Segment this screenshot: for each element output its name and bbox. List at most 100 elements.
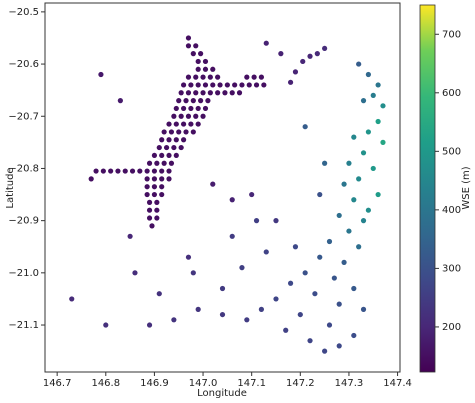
- point: [198, 97, 204, 104]
- point: [193, 74, 199, 80]
- point: [380, 103, 386, 109]
- point: [108, 168, 114, 174]
- point: [171, 144, 177, 151]
- point: [380, 139, 386, 145]
- point: [307, 53, 313, 59]
- point: [183, 97, 189, 104]
- point: [144, 168, 150, 174]
- point: [180, 121, 187, 127]
- point: [360, 97, 367, 104]
- point: [202, 105, 209, 112]
- point: [154, 207, 160, 213]
- colorbar-tick-label: 600: [442, 88, 461, 99]
- point: [166, 168, 172, 174]
- point: [117, 97, 123, 104]
- point: [253, 218, 260, 224]
- point: [312, 291, 318, 297]
- point: [261, 82, 267, 88]
- point: [336, 212, 342, 219]
- point: [173, 105, 179, 112]
- point: [322, 348, 328, 354]
- colorbar: [419, 4, 436, 373]
- point: [185, 113, 192, 119]
- point: [69, 296, 75, 302]
- point: [224, 82, 230, 88]
- point: [300, 58, 306, 65]
- point: [278, 51, 284, 57]
- colorbar-tick-label: 700: [442, 29, 461, 40]
- point: [370, 165, 376, 172]
- point: [375, 118, 381, 125]
- point: [314, 51, 320, 57]
- point: [146, 207, 153, 213]
- point: [173, 121, 179, 127]
- point: [215, 90, 221, 96]
- point: [151, 191, 158, 198]
- point: [205, 97, 211, 104]
- point: [229, 197, 235, 203]
- point: [207, 74, 213, 80]
- point: [202, 82, 209, 88]
- point: [159, 176, 165, 182]
- y-tick-label: −20.7: [8, 111, 39, 122]
- point: [351, 285, 357, 292]
- point: [88, 176, 94, 182]
- point: [188, 121, 194, 127]
- point: [183, 129, 189, 135]
- point: [163, 144, 170, 151]
- point: [244, 317, 250, 323]
- point: [346, 228, 352, 234]
- x-tick-label: 147.0: [189, 378, 218, 389]
- point: [356, 61, 362, 67]
- point: [336, 301, 342, 307]
- point: [370, 92, 376, 98]
- point: [202, 66, 209, 72]
- point: [351, 332, 357, 339]
- point: [365, 71, 371, 78]
- point: [375, 191, 381, 198]
- point: [287, 79, 294, 85]
- y-tick-label: −21.0: [8, 268, 39, 279]
- point: [322, 45, 328, 52]
- point: [180, 137, 187, 143]
- point: [287, 280, 294, 286]
- point: [159, 191, 165, 198]
- point: [129, 168, 136, 174]
- point: [219, 311, 226, 318]
- point: [322, 160, 328, 166]
- point: [236, 90, 243, 96]
- point: [154, 199, 160, 205]
- point: [173, 137, 179, 143]
- point: [146, 215, 153, 221]
- point: [188, 105, 194, 112]
- point: [151, 184, 158, 190]
- point: [171, 317, 177, 323]
- point: [217, 82, 223, 88]
- x-tick-label: 146.7: [43, 378, 72, 389]
- point: [195, 306, 201, 312]
- point: [146, 322, 153, 328]
- y-tick-label: −20.8: [8, 163, 39, 174]
- point: [222, 90, 228, 96]
- point: [244, 74, 250, 80]
- x-tick-label: 147.1: [237, 378, 266, 389]
- point: [341, 181, 347, 187]
- point: [326, 322, 333, 328]
- y-tick-label: −20.6: [8, 59, 39, 70]
- x-tick-label: 146.8: [91, 378, 120, 389]
- point: [246, 82, 252, 88]
- point: [249, 191, 255, 198]
- point: [317, 254, 323, 260]
- point: [93, 168, 99, 174]
- point: [176, 97, 182, 104]
- point: [346, 160, 352, 166]
- point: [188, 82, 194, 88]
- point: [159, 184, 165, 190]
- point: [166, 176, 172, 182]
- point: [239, 265, 245, 271]
- point: [292, 244, 299, 250]
- point: [253, 82, 260, 88]
- point: [98, 71, 104, 78]
- point: [180, 105, 187, 112]
- colorbar-tick-label: 300: [442, 263, 461, 274]
